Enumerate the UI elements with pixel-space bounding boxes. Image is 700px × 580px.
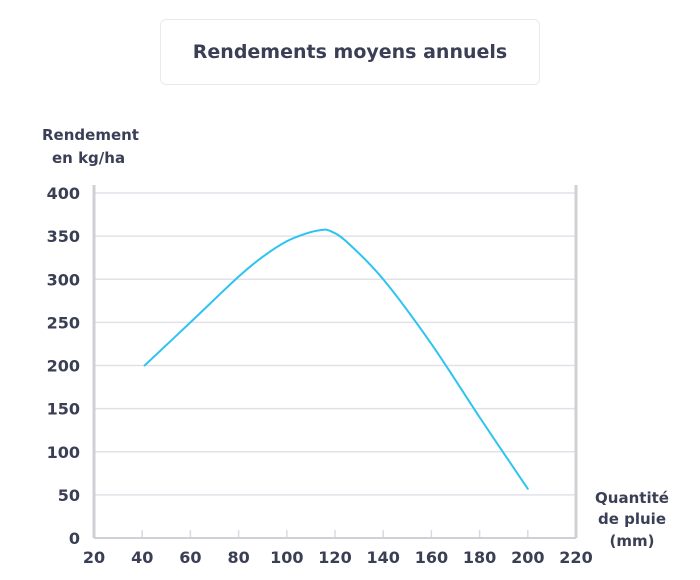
y-tick-label-0: 0: [69, 529, 80, 548]
y-tick-label-300: 300: [47, 270, 80, 289]
tick-labels: 0 50 100 150 200 250 300 350 400 20 40 60 80 100 120 14…: [47, 184, 593, 567]
x-tick-label-100: 100: [270, 548, 303, 567]
x-tick-label-140: 140: [366, 548, 399, 567]
y-tick-label-150: 150: [47, 400, 80, 419]
x-axis-title-line-1: Quantité: [595, 489, 669, 507]
y-tick-label-250: 250: [47, 313, 80, 332]
x-axis-title-line-3: (mm): [610, 532, 655, 550]
x-tick-label-120: 120: [318, 548, 351, 567]
x-tick-label-180: 180: [463, 548, 496, 567]
y-axis-title-line-1: Rendement: [42, 126, 139, 144]
grid-lines: [94, 192, 576, 538]
axis-titles: Rendement en kg/ha Quantité de pluie (mm): [42, 126, 669, 550]
series-line-1: [143, 228, 529, 490]
x-tick-label-60: 60: [179, 548, 201, 567]
x-tick-label-40: 40: [131, 548, 153, 567]
y-tick-label-400: 400: [47, 184, 80, 203]
y-tick-label-200: 200: [47, 357, 80, 376]
x-tick-label-160: 160: [415, 548, 448, 567]
y-tick-label-50: 50: [58, 486, 80, 505]
x-tick-label-80: 80: [227, 548, 249, 567]
y-tick-label-350: 350: [47, 227, 80, 246]
axes: [92, 185, 578, 539]
y-axis-title-line-2: en kg/ha: [52, 149, 125, 167]
x-axis-title-line-2: de pluie: [598, 510, 666, 528]
x-tick-label-200: 200: [511, 548, 544, 567]
y-tick-label-100: 100: [47, 443, 80, 462]
chart-title-box: Rendements moyens annuels: [160, 19, 540, 85]
series-group: [143, 228, 529, 490]
chart-title: Rendements moyens annuels: [192, 41, 508, 63]
x-tick-label-220: 220: [559, 548, 592, 567]
x-tick-label-20: 20: [83, 548, 105, 567]
